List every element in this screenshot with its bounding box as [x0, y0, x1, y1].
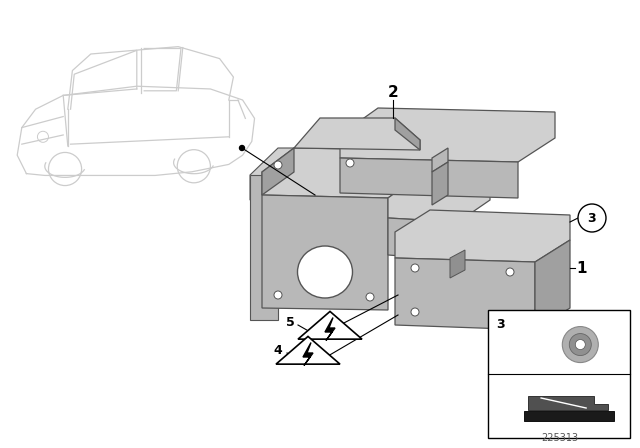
Circle shape: [411, 308, 419, 316]
Circle shape: [346, 159, 354, 167]
Text: 225313: 225313: [541, 433, 579, 443]
Polygon shape: [262, 148, 294, 195]
Circle shape: [506, 268, 514, 276]
Circle shape: [575, 340, 586, 349]
Circle shape: [578, 204, 606, 232]
Text: 4: 4: [274, 344, 282, 357]
Circle shape: [563, 327, 598, 362]
Text: 1: 1: [577, 260, 588, 276]
Polygon shape: [298, 311, 362, 339]
Circle shape: [274, 161, 282, 169]
Polygon shape: [395, 258, 535, 330]
Polygon shape: [250, 148, 390, 200]
Circle shape: [506, 312, 514, 320]
Polygon shape: [250, 175, 278, 320]
Polygon shape: [294, 118, 420, 150]
FancyBboxPatch shape: [488, 310, 630, 438]
Polygon shape: [276, 336, 340, 364]
Circle shape: [411, 264, 419, 272]
Text: 3: 3: [496, 318, 504, 331]
Polygon shape: [432, 162, 448, 205]
Polygon shape: [262, 195, 388, 310]
Polygon shape: [395, 118, 420, 150]
Ellipse shape: [298, 246, 353, 298]
Polygon shape: [395, 210, 570, 262]
Polygon shape: [432, 148, 448, 172]
Circle shape: [570, 334, 591, 356]
Polygon shape: [524, 411, 614, 421]
Text: 3: 3: [588, 211, 596, 224]
Circle shape: [274, 291, 282, 299]
Polygon shape: [303, 343, 313, 366]
Circle shape: [239, 146, 244, 151]
Text: 2: 2: [388, 85, 398, 99]
Polygon shape: [388, 175, 490, 222]
Polygon shape: [535, 240, 570, 330]
Polygon shape: [340, 158, 518, 198]
Polygon shape: [325, 318, 335, 340]
Polygon shape: [450, 250, 465, 278]
Polygon shape: [388, 218, 458, 260]
Polygon shape: [340, 108, 555, 162]
Polygon shape: [262, 148, 420, 198]
Text: 5: 5: [285, 315, 294, 328]
Circle shape: [366, 293, 374, 301]
Polygon shape: [528, 396, 608, 410]
